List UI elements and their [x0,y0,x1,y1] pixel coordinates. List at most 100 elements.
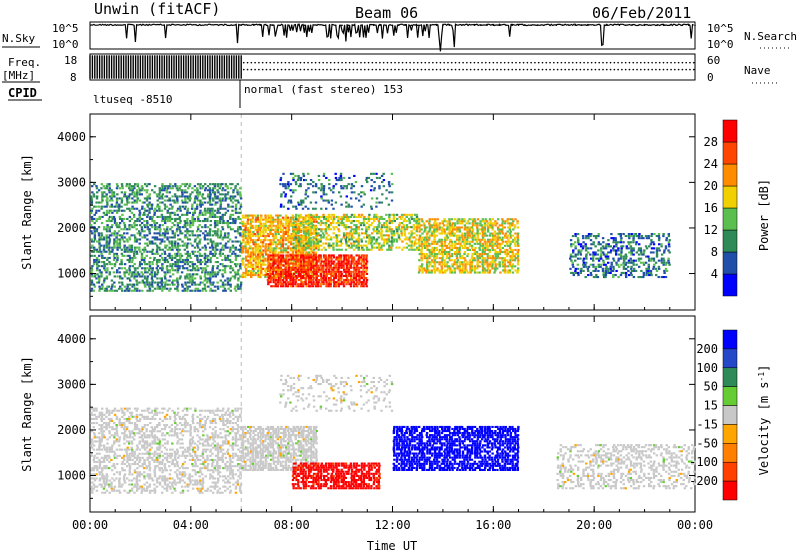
heatmap-cell [478,271,481,274]
heatmap-cell [290,283,293,286]
heatmap-cell [357,266,361,269]
heatmap-cell [445,220,448,223]
heatmap-cell [509,230,512,233]
heatmap-cell [161,281,164,284]
heatmap-cell [280,249,283,252]
heatmap-cell [276,230,280,233]
heatmap-cell [236,230,239,233]
n-search-dot [505,24,507,27]
heatmap-cell [287,258,291,261]
heatmap-cell [123,228,126,231]
heatmap-cell [463,253,466,256]
heatmap-cell [239,193,242,196]
heatmap-cell [166,211,169,214]
heatmap-cell [231,205,234,208]
heatmap-cell [155,236,159,239]
heatmap-cell [249,269,252,272]
heatmap-cell [476,261,479,264]
heatmap-cell [370,232,374,235]
heatmap-cell [281,245,284,248]
heatmap-cell [221,252,224,255]
heatmap-cell [249,245,252,248]
heatmap-cell [488,218,492,221]
heatmap-cell [473,218,476,221]
heatmap-cell [287,264,290,267]
heatmap-cell [140,226,143,229]
n-search-dot [650,24,652,27]
freq-dot [594,68,597,71]
heatmap-cell [204,269,207,272]
heatmap-cell [244,245,247,248]
freq-dot [280,68,283,71]
heatmap-cell [105,193,108,196]
heatmap-cell [239,250,242,253]
heatmap-cell [130,275,133,278]
heatmap-cell [171,217,174,220]
heatmap-cell [138,213,141,216]
heatmap-cell [164,195,167,198]
heatmap-cell [242,239,245,242]
heatmap-cell [421,246,424,249]
heatmap-cell [221,275,225,278]
heatmap-cell [258,228,262,231]
heatmap-cell [493,248,497,251]
heatmap-cell [433,253,436,256]
heatmap-cell [113,263,117,266]
heatmap-cell [93,248,96,251]
heatmap-cell [448,259,452,262]
sky-left-tick-top: 10^5 [52,22,79,35]
heatmap-cell [504,220,507,223]
heatmap-cell [508,269,512,272]
heatmap-cell [347,268,351,271]
heatmap-cell [481,228,484,231]
heatmap-cell [127,195,131,198]
heatmap-cell [428,242,431,245]
heatmap-cell [198,240,201,243]
heatmap-cell [246,263,250,266]
heatmap-cell [237,287,240,290]
nave-dot [288,61,290,64]
heatmap-cell [168,191,171,194]
freq-dot [689,68,691,71]
heatmap-cell [249,235,252,238]
heatmap-cell [431,255,434,258]
heatmap-cell [332,222,335,225]
heatmap-cell [349,264,352,267]
heatmap-cell [317,270,320,273]
heatmap-cell [332,248,335,251]
heatmap-cell [301,207,305,210]
heatmap-cell [211,265,215,268]
heatmap-cell [190,207,194,210]
heatmap-cell [236,271,239,274]
heatmap-cell [191,265,195,268]
nave-dot [363,61,366,64]
heatmap-cell [264,230,267,233]
heatmap-cell [476,232,479,235]
heatmap-cell [388,244,391,247]
n-search-dot [555,24,558,27]
freq-dot [261,68,264,71]
heatmap-cell [458,251,461,254]
heatmap-cell [309,254,312,257]
heatmap-cell [483,222,487,225]
heatmap-cell [100,222,104,225]
freq-trace [89,55,695,512]
heatmap-cell [347,274,350,277]
heatmap-cell [239,211,242,214]
heatmap-cell [304,216,307,219]
heatmap-cell [98,236,102,239]
heatmap-cell [484,253,487,256]
heatmap-cell [352,236,355,239]
nave-dot [481,61,483,64]
heatmap-cell [415,215,419,218]
heatmap-cell [440,269,443,272]
heatmap-cell [148,203,151,206]
heatmap-cell [126,250,129,253]
heatmap-cell [321,232,325,235]
heatmap-cell [468,222,471,225]
heatmap-cell [199,267,202,270]
heatmap-cell [116,209,119,212]
heatmap-cell [207,193,210,196]
freq-dot [352,68,355,71]
heatmap-cell [335,262,338,265]
